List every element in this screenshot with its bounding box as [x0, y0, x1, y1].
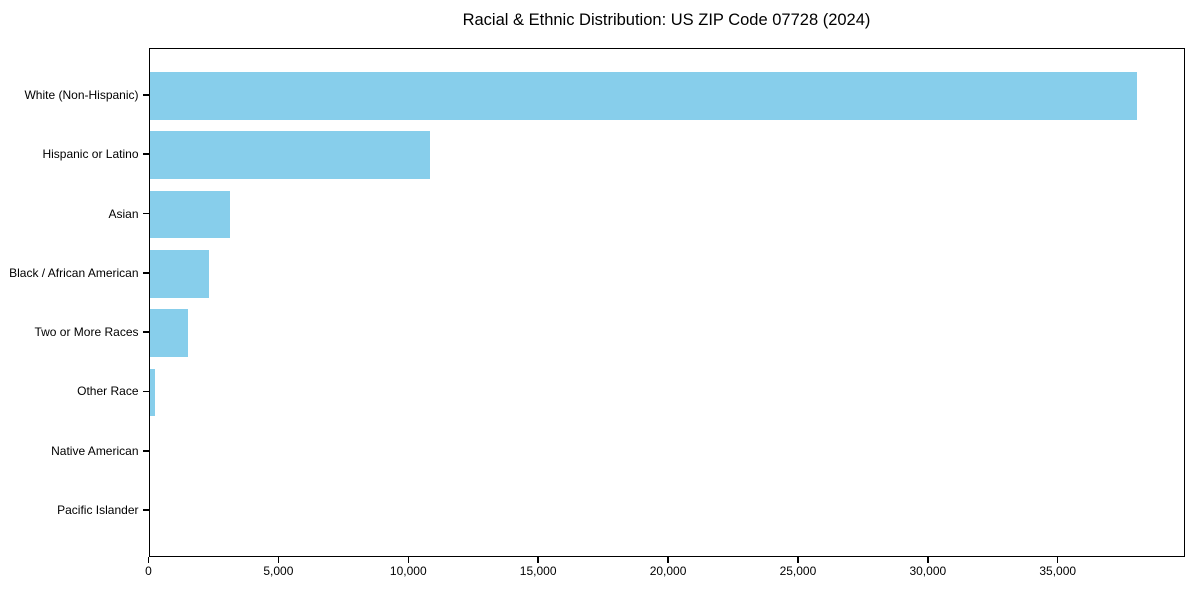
y-tick-label: Native American — [51, 443, 139, 458]
x-tick-mark — [667, 557, 669, 563]
plot-area — [148, 48, 1185, 557]
y-tick-mark — [142, 331, 149, 333]
bar — [149, 309, 189, 357]
bar — [149, 190, 231, 239]
x-tick-label: 10,000 — [389, 564, 427, 578]
y-tick-mark — [142, 153, 149, 155]
bar — [149, 131, 431, 179]
x-tick-label: 0 — [145, 564, 152, 578]
y-tick-label: Two or More Races — [34, 325, 139, 340]
y-tick-label: Black / African American — [9, 265, 139, 280]
x-tick-mark — [147, 557, 150, 563]
bar — [149, 250, 210, 298]
x-tick-label: 15,000 — [519, 564, 557, 578]
x-tick-mark — [1057, 557, 1059, 563]
x-tick-mark — [797, 557, 799, 563]
y-tick-mark — [142, 450, 149, 452]
bar — [149, 368, 155, 417]
y-tick-label: Asian — [108, 206, 139, 221]
y-tick-label: White (Non-Hispanic) — [24, 87, 139, 102]
y-tick-mark — [142, 94, 149, 96]
y-tick-label: Hispanic or Latino — [42, 147, 139, 162]
x-tick-label: 25,000 — [779, 564, 817, 578]
y-tick-mark — [142, 390, 149, 393]
x-tick-mark — [277, 557, 280, 563]
bar — [149, 72, 1137, 120]
x-tick-mark — [537, 557, 539, 563]
y-tick-label: Pacific Islander — [57, 503, 139, 518]
x-tick-mark — [927, 557, 929, 563]
y-tick-mark — [142, 272, 149, 274]
y-tick-label: Other Race — [77, 384, 139, 399]
x-tick-label: 20,000 — [649, 564, 687, 578]
x-tick-label: 5,000 — [263, 564, 294, 578]
y-tick-mark — [142, 509, 149, 511]
x-tick-label: 30,000 — [909, 564, 947, 578]
x-tick-label: 35,000 — [1039, 564, 1077, 578]
y-tick-mark — [142, 212, 149, 215]
chart-title: Racial & Ethnic Distribution: US ZIP Cod… — [462, 11, 871, 29]
x-tick-mark — [407, 557, 409, 563]
